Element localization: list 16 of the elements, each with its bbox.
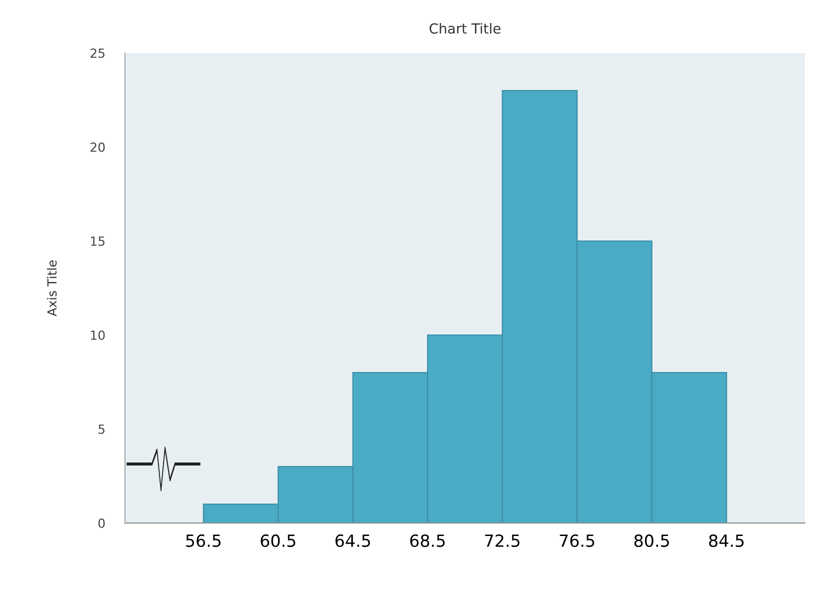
x-tick-label: 60.5 <box>260 534 296 548</box>
x-tick-label: 56.5 <box>186 534 221 548</box>
x-tick-label: 76.5 <box>560 534 594 548</box>
y-tick-label: 0 <box>98 518 105 528</box>
x-tick-label: 80.5 <box>634 534 669 548</box>
x-tick-label: 72.5 <box>485 534 520 548</box>
x-tick-label: 68.5 <box>410 534 445 548</box>
x-tick-label: 84.5 <box>709 534 744 548</box>
y-tick-label: 25 <box>90 48 104 58</box>
chart-title: Chart Title <box>430 23 500 34</box>
y-tick-label: 5 <box>98 424 104 434</box>
y-tick-label: 10 <box>91 330 105 340</box>
y-tick-label: 15 <box>91 236 104 246</box>
x-tick-label: 64.5 <box>336 534 370 548</box>
y-tick-label: 20 <box>90 142 105 152</box>
y-axis-title: Axis Title <box>46 260 57 316</box>
